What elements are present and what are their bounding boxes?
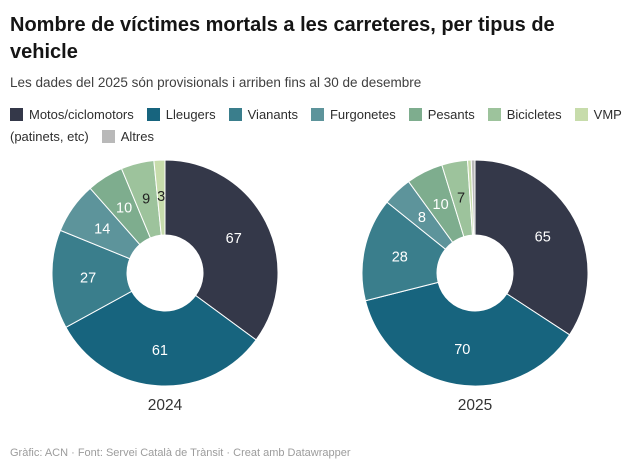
legend: Motos/ciclomotors Lleugers Vianants Furgone… (10, 104, 630, 148)
slice-value-label-pesants: 10 (433, 197, 449, 213)
attribution-footer: Gràfic: ACN · Font: Servei Català de Trà… (10, 447, 351, 459)
donut-slice-lleugers (65, 290, 257, 387)
legend-item-label: Bicicletes (506, 107, 562, 122)
donut-slice-vianants (361, 201, 447, 302)
year-label-2024: 2024 (147, 397, 183, 414)
donut-slice-lleugers (364, 281, 571, 387)
legend-item-bicicletes: Bicicletes (487, 107, 562, 122)
chart-title: Nombre de víctimes mortals a les carrete… (10, 14, 555, 63)
slice-value-label-pesants: 10 (116, 201, 132, 217)
legend-item-label: VMP (patinets, etc) (10, 107, 622, 144)
slice-value-label-furgonetes: 8 (418, 210, 426, 226)
donut-slice-motos-ciclomotors (474, 159, 589, 336)
legend-swatch-bicicletes (487, 108, 501, 121)
legend-swatch-furgonetes (310, 108, 324, 121)
donut-slice-vmp-patinets-etc (153, 159, 166, 236)
legend-swatch-vianants (228, 108, 242, 121)
donut-slice-motos-ciclomotors (164, 159, 279, 341)
donut-chart-2024: 67 61 27 14 10 9 3 (51, 159, 279, 387)
chart-column-2024: 67 61 27 14 10 9 3 2024 (10, 157, 320, 415)
legend-item-label: Altres (120, 129, 154, 144)
legend-item-vmp-patinets-etc: VMP (patinets, etc) (10, 107, 622, 144)
donut-slice-altres (470, 159, 476, 236)
charts-row: 67 61 27 14 10 9 3 2024 65 70 28 8 10 7 2025 (10, 157, 630, 415)
legend-item-furgonetes: Furgonetes (310, 107, 396, 122)
chart-subtitle: Les dades del 2025 són provisionals i ar… (10, 75, 422, 90)
chart-column-2025: 65 70 28 8 10 7 2025 (320, 157, 630, 415)
donut-slice-vianants (51, 229, 133, 329)
legend-item-label: Motos/ciclomotors (29, 107, 134, 122)
slice-value-label-motos-ciclomotors: 67 (226, 231, 242, 247)
slice-value-label-vianants: 28 (392, 250, 408, 266)
slice-value-label-lleugers: 61 (152, 343, 168, 359)
slice-value-label-bicicletes: 7 (457, 190, 465, 206)
legend-item-lleugers: Lleugers (146, 107, 216, 122)
legend-swatch-altres (101, 130, 115, 143)
legend-item-motos-ciclomotors: Motos/ciclomotors (10, 107, 134, 122)
slice-value-label-vianants: 27 (80, 270, 96, 286)
legend-item-label: Furgonetes (329, 107, 396, 122)
year-label-2025: 2025 (457, 397, 493, 414)
slice-value-label-furgonetes: 14 (94, 222, 110, 238)
legend-item-altres: Altres (101, 129, 154, 144)
slice-value-label-motos-ciclomotors: 65 (535, 229, 551, 245)
legend-swatch-pesants (408, 108, 422, 121)
legend-item-label: Vianants (247, 107, 298, 122)
legend-item-vianants: Vianants (228, 107, 298, 122)
donut-chart-2025: 65 70 28 8 10 7 (361, 159, 589, 387)
slice-value-label-bicicletes: 9 (142, 191, 150, 207)
legend-swatch-lleugers (146, 108, 160, 121)
legend-swatch-vmp-patinets-etc (574, 108, 588, 121)
legend-item-pesants: Pesants (408, 107, 475, 122)
slice-value-label-lleugers: 70 (454, 342, 470, 358)
legend-item-label: Lleugers (165, 107, 216, 122)
slice-value-label-vmp-patinets-etc: 3 (157, 189, 165, 205)
legend-swatch-motos-ciclomotors (10, 108, 23, 121)
legend-item-label: Pesants (427, 107, 475, 122)
